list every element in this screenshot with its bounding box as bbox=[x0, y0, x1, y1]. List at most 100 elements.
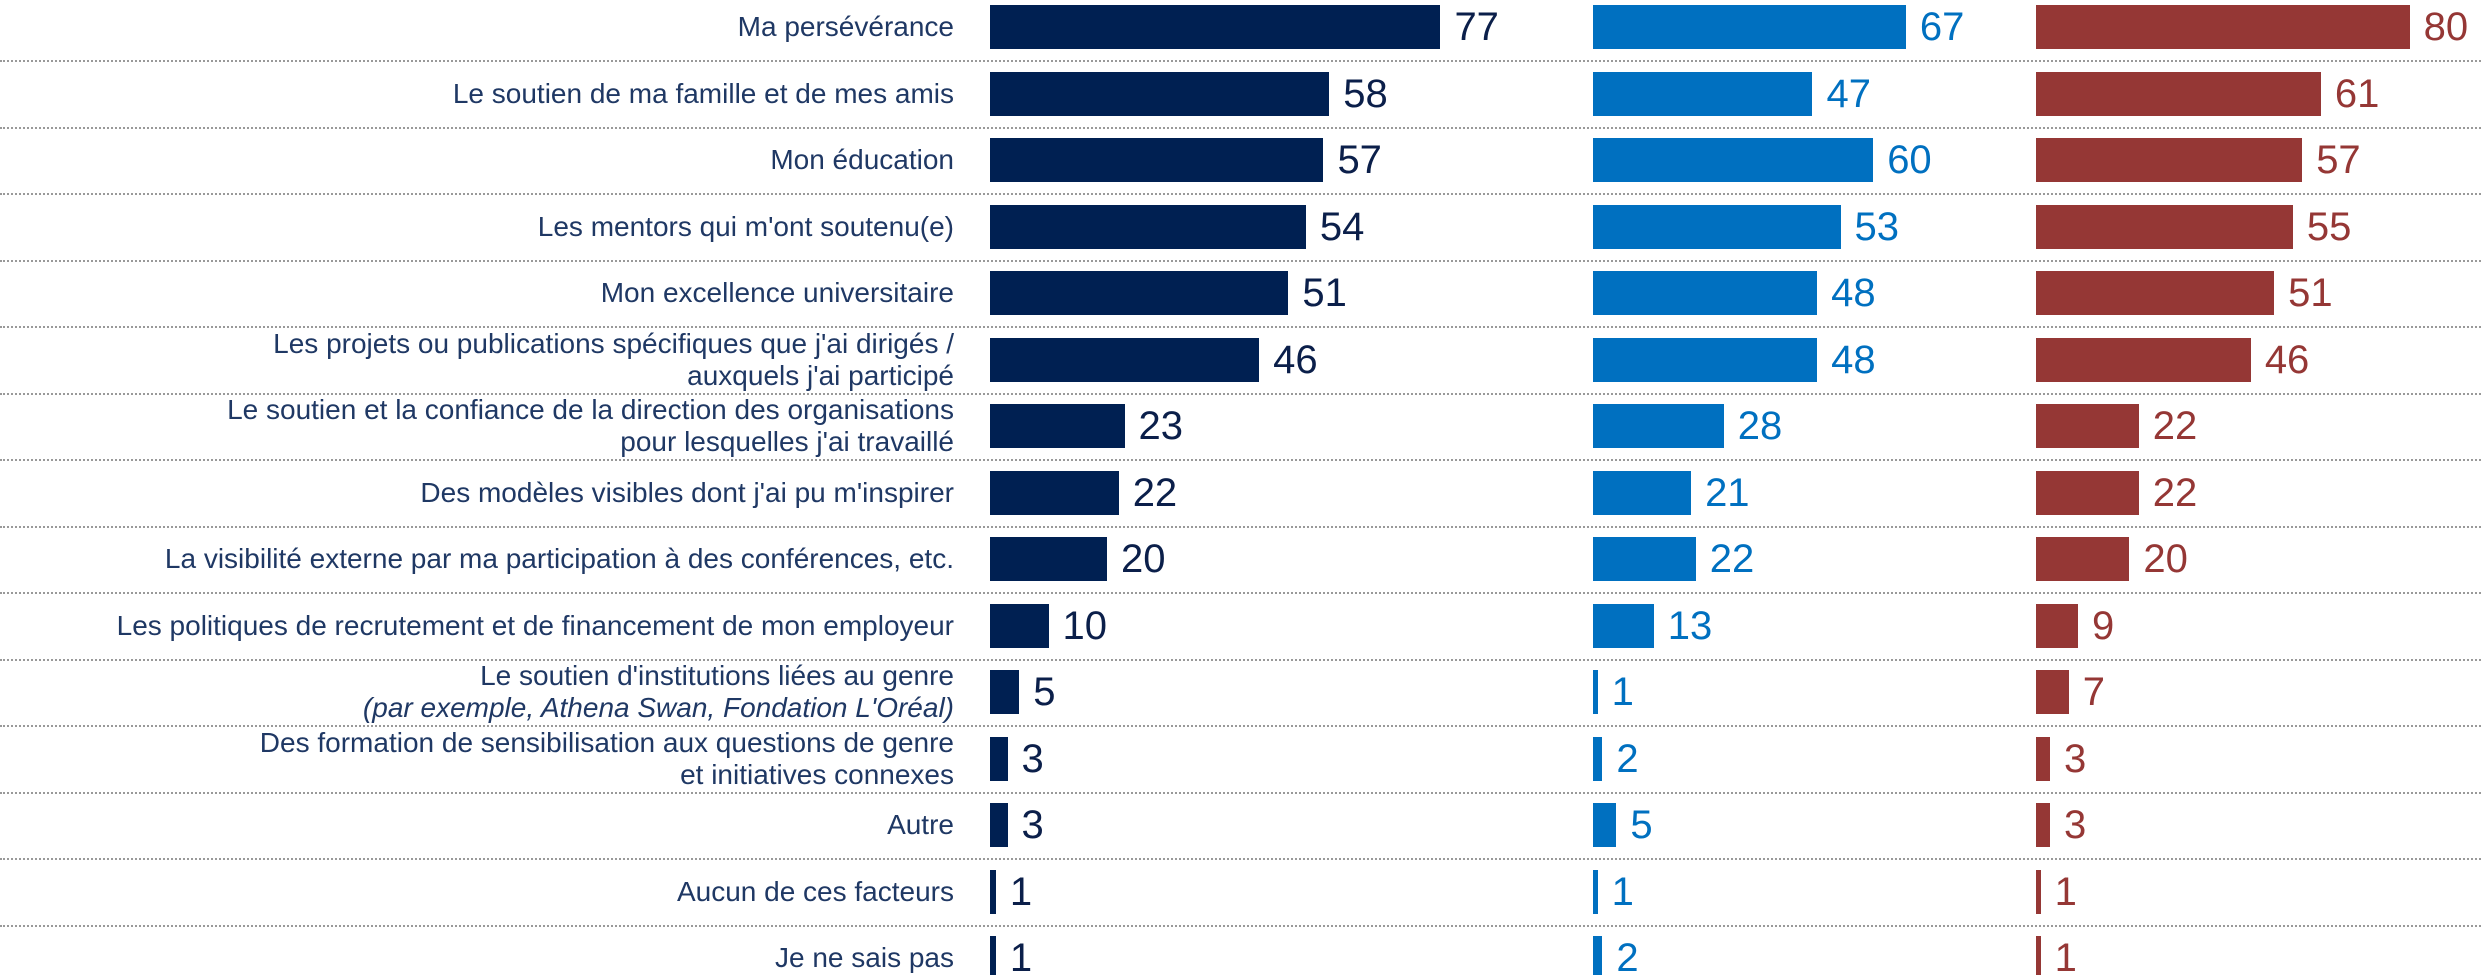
value-label: 9 bbox=[2092, 603, 2115, 648]
bar bbox=[990, 803, 1008, 847]
bar bbox=[1593, 537, 1696, 581]
bar bbox=[990, 337, 1260, 382]
bar bbox=[2036, 869, 2041, 914]
value-label: 67 bbox=[1919, 5, 1965, 49]
row-separator bbox=[0, 193, 2481, 196]
value-label: 48 bbox=[1831, 271, 1876, 315]
row-separator bbox=[0, 525, 2481, 528]
value-label: 51 bbox=[1302, 271, 1347, 315]
row-separator bbox=[0, 658, 2481, 661]
value-label: 10 bbox=[1062, 603, 1108, 648]
category-label: Les mentors qui m'ont soutenu(e) bbox=[537, 210, 954, 242]
category-label: Le soutien de ma famille et de mes amis bbox=[452, 77, 954, 109]
bar bbox=[1593, 71, 1813, 116]
value-label: 1 bbox=[1611, 670, 1634, 714]
bar bbox=[2036, 138, 2303, 182]
value-label: 3 bbox=[2064, 736, 2087, 781]
value-label: 53 bbox=[1854, 204, 1900, 249]
value-label: 55 bbox=[2306, 204, 2352, 249]
row-separator bbox=[0, 259, 2481, 262]
value-label: 1 bbox=[2054, 936, 2077, 975]
value-label: 1 bbox=[1009, 869, 1033, 914]
row-separator bbox=[0, 924, 2481, 927]
row-separator bbox=[0, 592, 2481, 595]
bar bbox=[990, 537, 1107, 581]
value-label: 80 bbox=[2423, 5, 2469, 49]
bar bbox=[990, 736, 1008, 781]
value-label: 47 bbox=[1826, 71, 1871, 116]
bar bbox=[1593, 271, 1818, 315]
bar bbox=[2036, 404, 2139, 448]
category-label: Le soutien et la confiance de la directi… bbox=[227, 394, 954, 457]
bar bbox=[990, 869, 996, 914]
value-label: 7 bbox=[2082, 670, 2105, 714]
value-label: 20 bbox=[2143, 537, 2188, 581]
value-label: 3 bbox=[1021, 803, 1044, 847]
bar bbox=[990, 204, 1306, 249]
value-label: 46 bbox=[2264, 337, 2310, 382]
value-label: 46 bbox=[1273, 337, 1318, 382]
row-separator bbox=[0, 326, 2481, 329]
bar bbox=[2036, 204, 2293, 249]
value-label: 22 bbox=[1132, 470, 1178, 515]
value-label: 5 bbox=[1033, 670, 1056, 714]
category-label: Les projets ou publications spécifiques … bbox=[273, 327, 954, 391]
bar bbox=[990, 404, 1125, 448]
bar bbox=[2036, 736, 2050, 781]
category-label: Des modèles visibles dont j'ai pu m'insp… bbox=[420, 476, 954, 508]
value-label: 5 bbox=[1630, 803, 1653, 847]
bar bbox=[2036, 603, 2079, 648]
value-label: 28 bbox=[1737, 404, 1783, 448]
bar bbox=[990, 271, 1289, 315]
value-label: 61 bbox=[2334, 71, 2380, 116]
category-label: Autre bbox=[887, 809, 954, 840]
value-label: 57 bbox=[2316, 138, 2361, 182]
bar bbox=[2036, 337, 2251, 382]
category-label: Je ne sais pas bbox=[775, 942, 954, 973]
bar bbox=[2036, 271, 2275, 315]
category-label: Les politiques de recrutement et de fina… bbox=[116, 609, 954, 641]
value-label: 60 bbox=[1887, 138, 1932, 182]
bar bbox=[1593, 670, 1598, 714]
value-label: 2 bbox=[1616, 936, 1639, 975]
bar bbox=[1593, 5, 1906, 49]
bar bbox=[990, 71, 1330, 116]
bar bbox=[2036, 71, 2321, 116]
category-label: Ma persévérance bbox=[737, 11, 954, 42]
value-label: 3 bbox=[2064, 803, 2087, 847]
value-label: 58 bbox=[1343, 71, 1388, 116]
value-label: 21 bbox=[1705, 470, 1750, 515]
bar bbox=[990, 470, 1119, 515]
row-separator bbox=[0, 791, 2481, 794]
bar bbox=[2036, 5, 2410, 49]
bar bbox=[2036, 670, 2069, 714]
bar bbox=[1593, 204, 1841, 249]
row-separator bbox=[0, 60, 2481, 63]
category-note: (par exemple, Athena Swan, Fondation L'O… bbox=[362, 692, 954, 723]
bar bbox=[2036, 470, 2139, 515]
value-label: 1 bbox=[1009, 936, 1033, 975]
bar bbox=[2036, 537, 2130, 581]
bar bbox=[1593, 936, 1603, 975]
bar bbox=[1593, 603, 1654, 648]
category-label: La visibilité externe par ma participati… bbox=[164, 543, 954, 574]
value-label: 1 bbox=[1611, 869, 1634, 914]
bar bbox=[2036, 803, 2050, 847]
category-label: Aucun de ces facteurs bbox=[676, 875, 954, 907]
row-separator bbox=[0, 459, 2481, 462]
value-label: 22 bbox=[2152, 470, 2198, 515]
bar bbox=[1593, 803, 1617, 847]
value-label: 2 bbox=[1616, 736, 1639, 781]
bar bbox=[990, 138, 1324, 182]
category-label: Mon éducation bbox=[770, 144, 954, 175]
value-label: 23 bbox=[1138, 404, 1184, 448]
bar bbox=[990, 936, 996, 975]
value-label: 77 bbox=[1454, 5, 1499, 49]
bar bbox=[990, 603, 1049, 648]
bar bbox=[1593, 470, 1692, 515]
value-label: 13 bbox=[1667, 603, 1713, 648]
row-separator bbox=[0, 392, 2481, 395]
row-separator bbox=[0, 126, 2481, 129]
category-label: Le soutien d'institutions liées au genre… bbox=[4, 660, 954, 724]
